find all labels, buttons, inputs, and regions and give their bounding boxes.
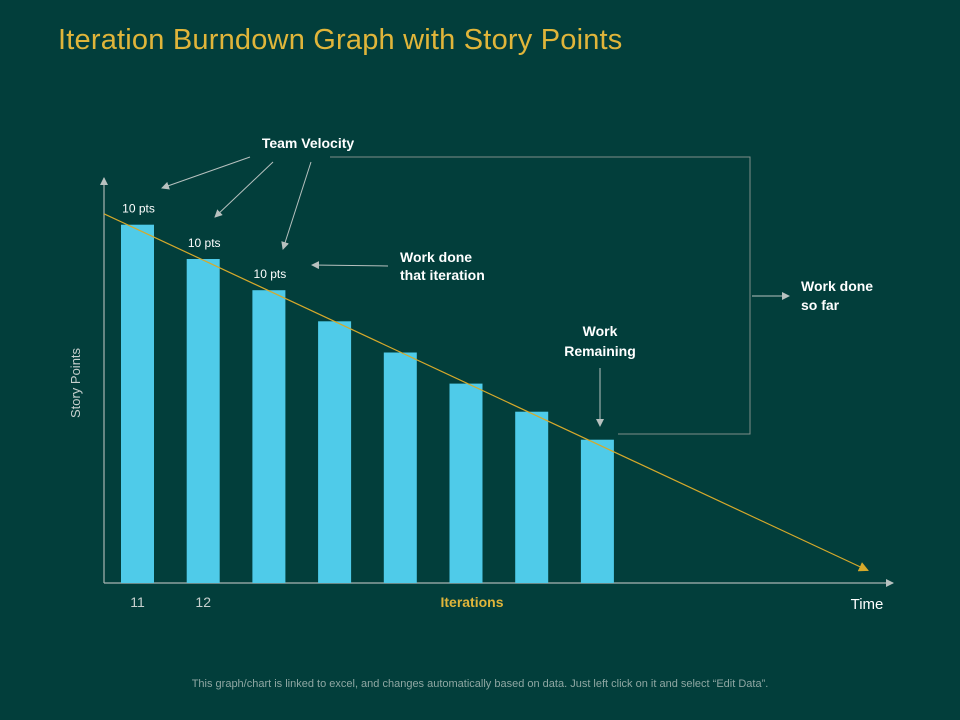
data-label-1: 10 pts [122, 202, 155, 216]
bar-7 [515, 411, 549, 583]
bar-6 [449, 383, 483, 583]
work-done-iteration-label-2: that iteration [400, 267, 485, 283]
data-label-2: 10 pts [188, 236, 221, 250]
data-label-3: 10 pts [254, 267, 287, 281]
y-axis-label: Story Points [68, 347, 83, 418]
page-title: Iteration Burndown Graph with Story Poin… [58, 24, 623, 56]
trend-line [103, 213, 869, 572]
velocity-arrow-1 [161, 156, 251, 190]
work-done-so-far-label-1: Work done [801, 278, 873, 294]
x-tick-label-2: 12 [195, 594, 211, 610]
bar-2 [186, 259, 220, 583]
team-velocity-label: Team Velocity [262, 135, 355, 151]
bar-4 [318, 321, 352, 583]
time-label: Time [851, 596, 884, 613]
bar-5 [383, 352, 417, 583]
x-axis-label: Iterations [440, 594, 503, 610]
work-remaining-label-1: Work [583, 323, 618, 339]
work-done-so-far-bracket [330, 156, 751, 435]
bar-3 [252, 290, 286, 583]
work-done-iteration-label-1: Work done [400, 249, 472, 265]
work-remaining-label-2: Remaining [564, 343, 636, 359]
x-tick-label-1: 11 [130, 594, 145, 610]
footnote: This graph/chart is linked to excel, and… [191, 678, 769, 690]
work-done-iteration-arrow [311, 261, 389, 270]
bar-8 [580, 439, 614, 583]
bar-1 [121, 224, 154, 583]
velocity-arrow-2 [214, 161, 274, 218]
work-done-so-far-label-2: so far [801, 297, 840, 313]
velocity-arrow-3 [281, 161, 312, 250]
